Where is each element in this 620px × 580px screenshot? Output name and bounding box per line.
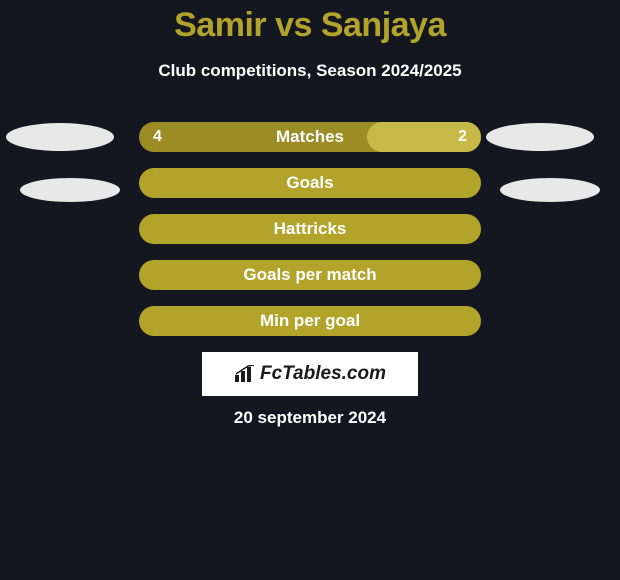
logo-text: FcTables.com: [260, 363, 386, 385]
bar-label: Min per goal: [139, 311, 481, 331]
date-line: 20 september 2024: [0, 408, 620, 428]
logo: FcTables.com: [234, 363, 386, 385]
ellipse-right_bot: [500, 178, 600, 202]
bar-right-value: 2: [458, 128, 467, 146]
bar-row-hattricks: Hattricks: [139, 214, 481, 244]
bar-row-goals: Goals: [139, 168, 481, 198]
bar-row-min-per-goal: Min per goal: [139, 306, 481, 336]
page-subtitle: Club competitions, Season 2024/2025: [0, 61, 620, 81]
page-title: Samir vs Sanjaya: [0, 0, 620, 45]
ellipse-left_top: [6, 123, 114, 151]
bar-chart-icon: [234, 365, 256, 383]
ellipse-right_top: [486, 123, 594, 151]
bar-row-matches: Matches4 2: [139, 122, 481, 152]
ellipse-left_bot: [20, 178, 120, 202]
bar-label: Hattricks: [139, 219, 481, 239]
bar-row-goals-per-match: Goals per match: [139, 260, 481, 290]
bar-label: Goals: [139, 173, 481, 193]
logo-box: FcTables.com: [202, 352, 418, 396]
bar-label: Matches: [139, 127, 481, 147]
bar-left-value: 4: [153, 128, 162, 146]
bar-label: Goals per match: [139, 265, 481, 285]
